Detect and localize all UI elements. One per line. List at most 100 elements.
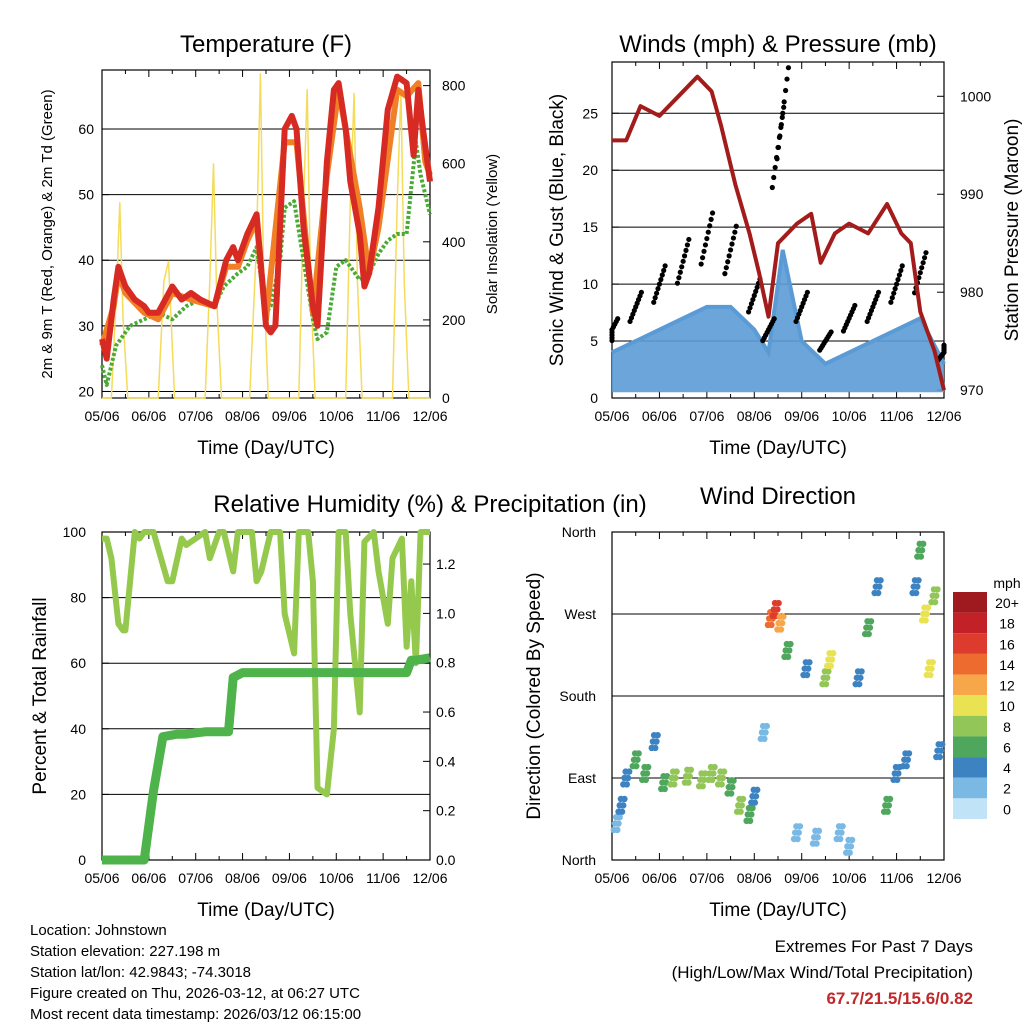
direction-point bbox=[922, 617, 929, 624]
direction-point bbox=[918, 547, 926, 554]
y-right-tick-label: 1.0 bbox=[436, 605, 456, 621]
colorbar-tick-label: 14 bbox=[999, 657, 1015, 673]
gust-point bbox=[726, 253, 732, 259]
gust-point bbox=[679, 264, 685, 270]
y-right-tick-label: 600 bbox=[442, 156, 466, 172]
gust-point bbox=[699, 255, 706, 261]
y-right-tick-label: 800 bbox=[442, 78, 466, 94]
direction-point bbox=[914, 583, 921, 590]
direction-point bbox=[653, 738, 660, 745]
recent-timestamp: Most recent data timestamp: 2026/03/12 0… bbox=[30, 1006, 362, 1023]
y-right-tick-label: 990 bbox=[960, 186, 984, 202]
direction-point bbox=[939, 741, 946, 748]
x-tick-label: 10/06 bbox=[832, 870, 867, 886]
x-tick-label: 09/06 bbox=[784, 408, 819, 424]
direction-point bbox=[825, 668, 832, 675]
direction-point bbox=[778, 619, 786, 627]
direction-point bbox=[874, 589, 882, 597]
colorbar-tick-label: 16 bbox=[999, 636, 1015, 652]
gust-point bbox=[747, 305, 753, 311]
direction-point bbox=[738, 802, 746, 809]
gust-point bbox=[750, 296, 756, 303]
direction-point bbox=[796, 823, 804, 830]
direction-point bbox=[775, 599, 782, 607]
gust-point bbox=[707, 223, 713, 229]
direction-point bbox=[746, 817, 754, 825]
y-tick-label: 60 bbox=[70, 655, 86, 671]
y-tick-label: North bbox=[562, 852, 596, 868]
direction-point bbox=[642, 776, 649, 784]
direction-point bbox=[877, 577, 884, 584]
figure-created: Figure created on Thu, 2026-03-12, at 06… bbox=[30, 985, 360, 1002]
x-tick-label: 11/06 bbox=[366, 870, 400, 886]
gust-point bbox=[656, 281, 663, 287]
colorbar-tick-label: 0 bbox=[1003, 801, 1011, 817]
gust-point bbox=[919, 265, 925, 271]
direction-point bbox=[661, 785, 668, 793]
x-tick-label: 09/06 bbox=[272, 870, 307, 886]
gust-point bbox=[941, 342, 947, 348]
direction-point bbox=[701, 770, 709, 777]
direction-point bbox=[931, 598, 939, 606]
direction-point bbox=[904, 756, 912, 763]
y-tick-label: 20 bbox=[70, 786, 86, 802]
gust-point bbox=[725, 259, 731, 265]
direction-point bbox=[644, 763, 652, 771]
gust-point bbox=[615, 316, 621, 322]
gust-point bbox=[638, 289, 645, 295]
direction-point bbox=[625, 768, 633, 775]
direction-point bbox=[848, 836, 856, 844]
gust-point bbox=[772, 164, 778, 171]
gust-point bbox=[774, 156, 780, 162]
direction-point bbox=[805, 665, 812, 672]
gust-point bbox=[779, 114, 785, 120]
colorbar-swatch bbox=[953, 798, 987, 819]
direction-point bbox=[774, 606, 781, 613]
gust-point bbox=[698, 261, 704, 267]
y-right-tick-label: 0.6 bbox=[436, 704, 456, 720]
direction-point bbox=[739, 795, 747, 803]
direction-point bbox=[917, 553, 925, 560]
colorbar-tick-label: 2 bbox=[1003, 781, 1011, 797]
gust-point bbox=[782, 87, 789, 94]
direction-point bbox=[839, 823, 846, 830]
gust-point bbox=[683, 247, 689, 253]
gust-point bbox=[732, 229, 738, 235]
direction-point bbox=[754, 786, 761, 794]
y-tick-label: 30 bbox=[78, 318, 94, 334]
y-tick-label: 40 bbox=[70, 721, 86, 737]
direction-point bbox=[828, 656, 836, 663]
direction-point bbox=[768, 621, 775, 629]
y-tick-label: 50 bbox=[78, 187, 94, 203]
direction-point bbox=[635, 750, 642, 757]
series-line-total-precipitation bbox=[102, 653, 431, 865]
gust-point bbox=[722, 271, 728, 277]
direction-point bbox=[729, 783, 736, 791]
y-right-tick-label: 200 bbox=[442, 312, 466, 328]
direction-point bbox=[786, 647, 793, 654]
colorbar-swatch bbox=[953, 653, 987, 675]
gust-point bbox=[771, 316, 777, 322]
direction-point bbox=[710, 770, 717, 777]
direction-point bbox=[727, 790, 735, 797]
x-tick-label: 07/06 bbox=[178, 408, 213, 424]
station-elevation: Station elevation: 227.198 m bbox=[30, 943, 221, 960]
gust-point bbox=[828, 329, 834, 335]
direction-point bbox=[748, 811, 755, 818]
x-tick-label: 06/06 bbox=[642, 870, 677, 886]
y-axis-label: Percent & Total Rainfall bbox=[30, 597, 51, 794]
direction-point bbox=[699, 783, 706, 790]
direction-point bbox=[686, 772, 693, 780]
x-tick-label: 10/06 bbox=[319, 870, 354, 886]
gust-point bbox=[753, 288, 759, 294]
direction-point bbox=[929, 659, 936, 666]
y-tick-label: North bbox=[562, 524, 596, 540]
series-line-2m-dew-point bbox=[100, 140, 432, 387]
gust-point bbox=[708, 216, 714, 223]
direction-point bbox=[846, 849, 853, 856]
y-tick-label: 20 bbox=[78, 383, 94, 399]
colorbar-tick-label: 6 bbox=[1003, 739, 1011, 755]
direction-point bbox=[928, 665, 935, 672]
direction-point bbox=[794, 835, 801, 843]
